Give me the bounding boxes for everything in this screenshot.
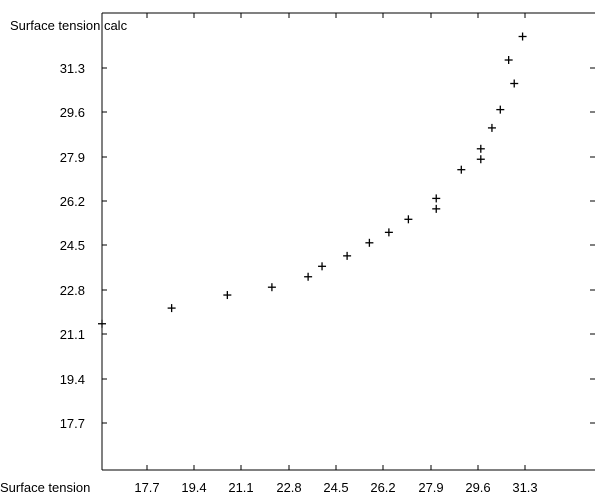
data-point bbox=[432, 204, 441, 213]
y-tick-label: 26.2 bbox=[60, 194, 85, 209]
data-point bbox=[510, 79, 519, 88]
y-tick-label: 29.6 bbox=[60, 105, 85, 120]
x-tick-label: 27.9 bbox=[418, 480, 443, 495]
data-point bbox=[365, 238, 374, 247]
data-point bbox=[432, 194, 441, 203]
data-point bbox=[304, 272, 313, 281]
x-tick-label: 22.8 bbox=[276, 480, 301, 495]
y-tick-label: 21.1 bbox=[60, 327, 85, 342]
y-tick-label: 17.7 bbox=[60, 416, 85, 431]
data-markers bbox=[98, 32, 527, 328]
data-point bbox=[343, 251, 352, 260]
data-point bbox=[476, 155, 485, 164]
data-point bbox=[504, 56, 513, 65]
x-tick-label: 29.6 bbox=[465, 480, 490, 495]
data-point bbox=[167, 304, 176, 313]
y-tick-label: 22.8 bbox=[60, 283, 85, 298]
data-point bbox=[384, 228, 393, 237]
data-point bbox=[318, 262, 327, 271]
data-point bbox=[487, 123, 496, 132]
data-point bbox=[267, 283, 276, 292]
x-axis-label: Surface tension bbox=[0, 480, 90, 495]
y-tick-label: 27.9 bbox=[60, 150, 85, 165]
data-point bbox=[518, 32, 527, 41]
x-tick-label: 21.1 bbox=[228, 480, 253, 495]
x-tick-label: 19.4 bbox=[181, 480, 206, 495]
tick-labels: 17.7 19.4 21.1 22.8 24.5 26.2 27.9 29.6 31.3 17.7… bbox=[60, 61, 538, 495]
data-point bbox=[457, 165, 466, 174]
y-tick-label: 24.5 bbox=[60, 238, 85, 253]
data-point bbox=[496, 105, 505, 114]
axes-frame bbox=[101, 12, 595, 471]
data-point bbox=[98, 319, 106, 328]
data-point bbox=[223, 291, 232, 300]
y-tick-label: 19.4 bbox=[60, 372, 85, 387]
x-tick-label: 26.2 bbox=[370, 480, 395, 495]
data-point bbox=[476, 144, 485, 153]
x-tick-label: 24.5 bbox=[323, 480, 348, 495]
axis-ticks bbox=[102, 13, 595, 470]
data-point bbox=[404, 215, 413, 224]
y-axis-label: Surface tension calc bbox=[10, 18, 128, 33]
y-tick-label: 31.3 bbox=[60, 61, 85, 76]
x-tick-label: 31.3 bbox=[512, 480, 537, 495]
x-tick-label: 17.7 bbox=[134, 480, 159, 495]
